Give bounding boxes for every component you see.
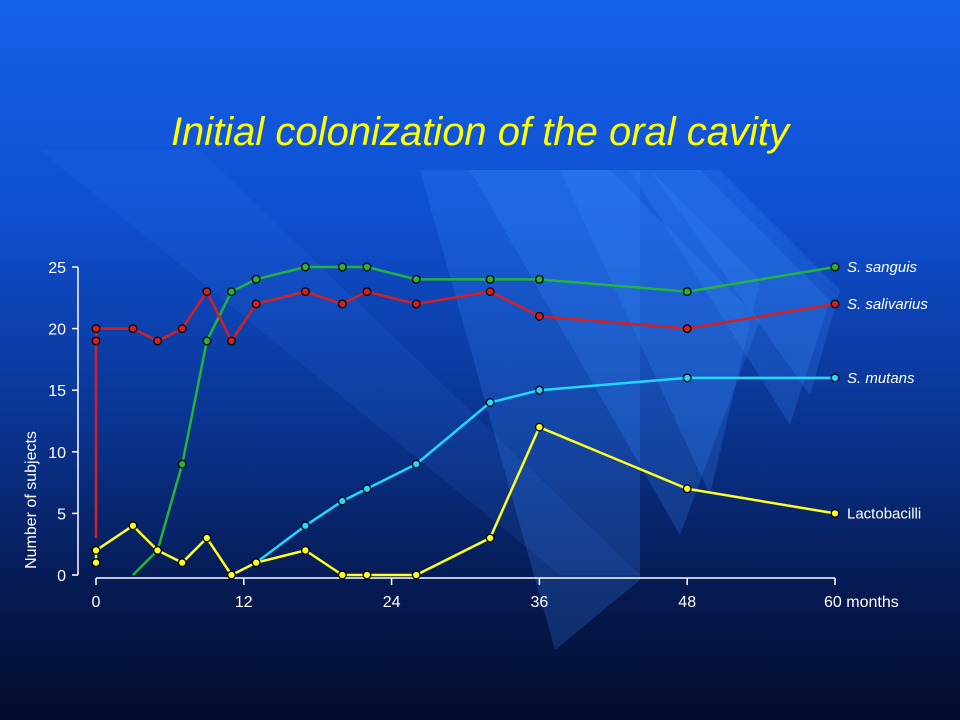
data-point	[682, 373, 692, 383]
y-tick-label: 15	[48, 383, 66, 400]
data-point	[251, 274, 261, 284]
light-band-left	[40, 150, 640, 575]
y-tick-label: 0	[57, 568, 66, 585]
y-axis-title: Number of subjects	[23, 431, 40, 569]
data-point	[91, 558, 101, 568]
data-point	[153, 336, 163, 346]
data-point	[251, 558, 261, 568]
data-point	[128, 324, 138, 334]
series-label-lactobacilli: Lactobacilli	[847, 505, 921, 522]
y-tick-label: 20	[48, 322, 66, 339]
series-label-s-sanguis: S. sanguis	[847, 259, 918, 276]
y-tick-label: 25	[48, 260, 66, 277]
data-point	[227, 336, 236, 346]
x-tick-label: 0	[92, 594, 101, 611]
series-lactobacilli	[91, 422, 840, 580]
x-tick-label: 60 months	[824, 594, 899, 611]
data-point	[534, 274, 544, 284]
data-point	[177, 324, 187, 334]
x-tick-label: 24	[383, 594, 401, 611]
data-point	[300, 521, 310, 531]
data-point	[534, 385, 544, 395]
slide-title: Initial colonization of the oral cavity	[170, 110, 790, 154]
light-band-0	[420, 170, 640, 650]
light-band-2	[560, 170, 760, 495]
data-point	[128, 521, 138, 531]
chart-axes	[77, 267, 835, 579]
x-axis-ticks: 0 12 24 36 48 60 months	[92, 578, 899, 611]
data-point	[362, 484, 372, 494]
data-point	[337, 262, 347, 272]
data-point	[830, 262, 840, 272]
y-axis-ticks: 0 5 10 15 20 25	[48, 260, 78, 585]
series-label-s-mutans: S. mutans	[847, 370, 915, 387]
series-label-s-salivarius: S. salivarius	[847, 296, 928, 313]
data-point	[251, 299, 261, 309]
data-point	[227, 287, 236, 297]
data-point	[411, 274, 421, 284]
data-point	[830, 299, 840, 309]
data-point	[362, 570, 372, 580]
data-point	[91, 324, 101, 334]
series-group	[91, 262, 840, 580]
data-point	[177, 459, 187, 469]
data-point	[534, 422, 544, 432]
data-point	[300, 545, 310, 555]
data-point	[682, 287, 692, 297]
data-point	[485, 274, 495, 284]
data-point	[202, 533, 212, 543]
background-decoration	[40, 150, 840, 650]
data-point	[362, 287, 372, 297]
data-point	[227, 570, 236, 580]
data-point	[362, 262, 372, 272]
data-point	[485, 287, 495, 297]
data-point	[300, 262, 310, 272]
data-point	[337, 570, 347, 580]
data-point	[177, 558, 187, 568]
series-line-lead-s-sanguis	[132, 549, 159, 576]
data-point	[682, 484, 692, 494]
data-point	[485, 533, 495, 543]
x-tick-label: 36	[531, 594, 549, 611]
series-line-lactobacilli	[94, 425, 836, 577]
data-point	[153, 545, 163, 555]
data-point	[411, 299, 421, 309]
data-point	[91, 545, 101, 555]
data-point	[830, 373, 840, 383]
data-point	[91, 336, 101, 346]
data-point	[682, 324, 692, 334]
series-s-sanguis	[132, 262, 840, 576]
y-tick-label: 10	[48, 445, 66, 462]
data-point	[202, 336, 212, 346]
series-s-mutans	[251, 373, 840, 568]
data-point	[337, 496, 347, 506]
data-point	[485, 398, 495, 407]
data-point	[337, 299, 347, 309]
data-point	[300, 287, 310, 297]
light-band-1	[470, 170, 760, 535]
data-point	[411, 459, 421, 469]
light-band-3	[630, 170, 830, 425]
x-tick-label: 12	[235, 594, 253, 611]
y-tick-label: 5	[57, 506, 66, 523]
data-point	[830, 508, 840, 518]
series-line-s-salivarius	[94, 290, 836, 343]
series-s-salivarius	[91, 287, 840, 539]
data-point	[534, 311, 544, 321]
data-point	[202, 287, 212, 297]
x-tick-label: 48	[678, 594, 696, 611]
data-point	[411, 570, 421, 580]
series-labels: S. sanguis S. salivarius S. mutans Lactobac…	[847, 259, 928, 522]
